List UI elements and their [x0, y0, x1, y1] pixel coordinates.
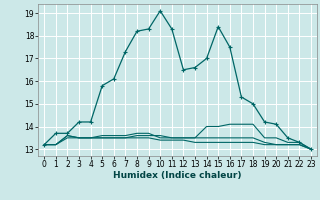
X-axis label: Humidex (Indice chaleur): Humidex (Indice chaleur): [113, 171, 242, 180]
